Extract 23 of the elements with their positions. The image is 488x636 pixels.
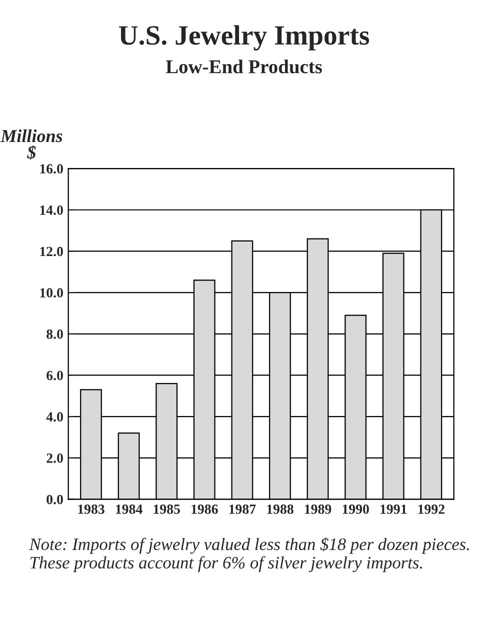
x-tick-label: 1990 <box>342 504 369 514</box>
y-tick-label: 10.0 <box>40 288 63 298</box>
y-tick-label: 12.0 <box>40 246 63 256</box>
x-tick-label: 1984 <box>116 504 142 514</box>
chart-title: U.S. Jewelry Imports <box>118 25 370 51</box>
text: Note: Imports of jewelry valued less than $18 per dozen pieces. These products account for 6% of silver jewelry imports. <box>29 537 469 572</box>
y-tick-label: 4.0 <box>46 412 63 422</box>
x-tick-label: 1988 <box>267 504 294 514</box>
x-tick-label: 1992 <box>418 504 444 514</box>
y-axis-title: Millions $ <box>0 129 62 160</box>
chart-subtitle: Low-End Products <box>166 60 322 74</box>
x-tick-label: 1986 <box>192 504 218 514</box>
y-tick-label: 14.0 <box>40 205 63 215</box>
x-tick-label: 1991 <box>380 504 407 514</box>
y-tick-label: 0.0 <box>46 494 63 504</box>
x-tick-label: 1987 <box>229 504 256 514</box>
x-tick-label: 1983 <box>78 504 104 514</box>
x-tick-label: 1985 <box>154 504 180 514</box>
x-tick-label: 1989 <box>305 504 332 514</box>
y-tick-label: 2.0 <box>46 454 63 463</box>
y-tick-label: 16.0 <box>40 164 63 174</box>
y-tick-label: 8.0 <box>46 329 63 339</box>
y-tick-label: 6.0 <box>46 370 63 380</box>
